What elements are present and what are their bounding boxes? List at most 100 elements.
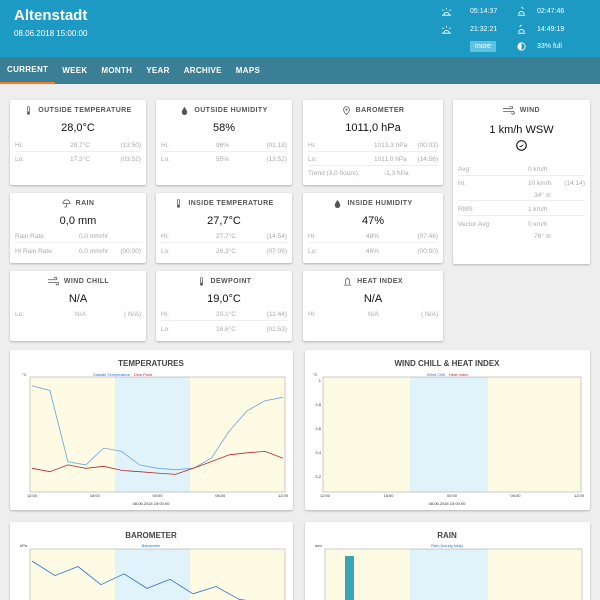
rain-plot: RAIN Rain (hourly total) mm — [315, 531, 583, 600]
nav-year[interactable]: YEAR — [146, 66, 170, 75]
chart-date: 08.06.2018 15:00:00 — [429, 501, 466, 506]
moonset-time: 14:49:19 — [537, 26, 565, 33]
card-inside-temperature: INSIDE TEMPERATURE 27,7°C Hi: 27,7°C (14:5… — [156, 193, 292, 263]
y-tick-label: 0,2 — [315, 474, 321, 479]
temperatures-plot: TEMPERATURES Outside Temperature Dew Poi… — [22, 359, 289, 506]
row-lo: Lo: 55% (13:52) — [161, 156, 287, 163]
card-value: 1011,0 hPa — [345, 122, 401, 134]
site-title: Altenstadt — [14, 7, 88, 24]
plot-frame — [29, 376, 286, 493]
chart-temperatures: TEMPERATURES Outside Temperature Dew Poi… — [10, 350, 293, 510]
more-button[interactable]: more — [470, 41, 496, 52]
card-dewpoint: DEWPOINT 19,0°C Hi: 20,1°C (11:44) Lo: 16,6… — [156, 271, 292, 341]
row-lo: Lo: 26,3°C (07:05) — [161, 248, 287, 255]
nav-month[interactable]: MONTH — [101, 66, 133, 75]
legend-wind-chill: Wind Chill — [427, 372, 445, 377]
thermometer-icon — [27, 106, 31, 115]
card-title: DEWPOINT — [210, 278, 252, 285]
chart-windchill-heatindex: WIND CHILL & HEAT INDEX Wind Chill Heat … — [305, 350, 590, 510]
moon-phase-row: 33% full — [515, 41, 562, 52]
row-hi-direction: 34° ⊘ — [458, 191, 585, 201]
x-tick-label: 06:00 — [215, 493, 226, 498]
card-inside-humidity: INSIDE HUMIDITY 47% Hi: 48% (07:46) Lo: 46%… — [303, 193, 443, 263]
plot-frame — [29, 548, 286, 600]
wind-chill-icon — [47, 277, 59, 286]
row-trend: Trend (3,0 hours): -1,3 hPa — [308, 170, 409, 177]
chart-rain: RAIN Rain (hourly total) mm — [305, 522, 590, 600]
row-lo: Lo: 1011,0 hPa (14:56) — [308, 156, 438, 166]
y-unit: °C — [313, 372, 318, 377]
card-value: 0,0 mm — [59, 215, 97, 227]
row-vector-direction: 76° ⊘ — [534, 233, 552, 240]
wind-icon — [502, 106, 515, 115]
row-rain-rate: Rain Rate: 0,0 mm/hr — [15, 233, 141, 243]
main-nav: CURRENT WEEK MONTH YEAR ARCHIVE MAPS — [0, 57, 600, 84]
card-value: 19,0°C — [207, 293, 241, 305]
y-tick-label: 0,6 — [315, 426, 321, 431]
site-datetime: 08.06.2018 15:00:00 — [14, 29, 88, 38]
card-value: 28,0°C — [61, 122, 95, 134]
card-title: INSIDE TEMPERATURE — [188, 200, 274, 207]
rain-bar — [345, 556, 354, 600]
y-unit: °C — [22, 372, 27, 377]
chart-barometer: BAROMETER Barometer hPa — [10, 522, 293, 600]
card-outside-temperature: OUTSIDE TEMPERATURE 28,0°C Hi: 29,7°C (13:… — [10, 100, 146, 185]
card-wind: WIND 1 km/h WSW Avg: 0 km/h Hi: 10 km/h (14… — [453, 100, 590, 264]
moon-phase-icon — [517, 42, 526, 51]
night-band — [410, 377, 488, 492]
x-tick-label: 18:00 — [383, 493, 394, 498]
card-value: N/A — [363, 293, 383, 305]
row-avg: Avg: 0 km/h — [458, 166, 585, 176]
sunset-icon — [441, 25, 452, 34]
row-hi: Hi: 20,1°C (11:44) — [161, 311, 287, 321]
legend-rain: Rain (hourly total) — [431, 543, 463, 548]
nav-week[interactable]: WEEK — [62, 66, 88, 75]
umbrella-icon — [62, 199, 71, 208]
card-value: 27,7°C — [207, 215, 241, 227]
nav-current[interactable]: CURRENT — [0, 57, 56, 84]
row-hi: Hi: 29,7°C (13:50) — [15, 142, 141, 152]
card-title: RAIN — [75, 200, 95, 207]
thermometer-icon — [199, 277, 203, 286]
barometer-icon — [342, 106, 350, 115]
legend-outside-temperature: Outside Temperature — [93, 372, 131, 377]
night-band — [410, 549, 488, 600]
heat-index-icon — [343, 277, 352, 286]
row-hi: Hi: 10 km/h (14:14) — [458, 180, 585, 187]
nav-archive[interactable]: ARCHIVE — [183, 66, 222, 75]
humidity-icon — [335, 199, 341, 208]
chart-title: TEMPERATURES — [118, 359, 184, 368]
card-heat-index: HEAT INDEX N/A Hi: N/A( N/A) — [303, 271, 443, 341]
x-tick-label: 12:00 — [574, 493, 585, 498]
legend-barometer: Barometer — [142, 543, 161, 548]
moonset-icon — [517, 24, 526, 34]
y-tick-label: 1 — [319, 378, 322, 383]
windchill-plot: WIND CHILL & HEAT INDEX Wind Chill Heat … — [313, 359, 585, 506]
sunset-time: 21:32:21 — [470, 26, 498, 33]
series-dew-point — [31, 450, 284, 475]
row-rms: RMS: 1 km/h — [458, 206, 585, 216]
row-hi-rain-rate: Hi Rain Rate: 0,0 mm/hr (00:00) — [15, 248, 141, 255]
row-hi: Hi: 1013,3 hPa (00:03) — [308, 142, 438, 152]
card-value: 58% — [212, 122, 236, 134]
chart-date: 08.06.2018 15:00:00 — [133, 501, 170, 506]
sunrise-icon — [441, 7, 452, 16]
series-barometer — [31, 560, 247, 600]
card-title: OUTSIDE HUMIDITY — [194, 107, 268, 114]
row-hi: Hi: 48% (07:46) — [308, 233, 438, 243]
card-title: WIND — [519, 107, 540, 114]
x-tick-label: 06:00 — [510, 493, 521, 498]
card-wind-chill: WIND CHILL N/A Lo: N/A( N/A) — [10, 271, 146, 341]
row-hi: Hi: 96% (01:18) — [161, 142, 287, 152]
x-tick-label: 00:00 — [152, 493, 163, 498]
card-title: BAROMETER — [355, 107, 405, 114]
y-axis-ticks: 1 0,8 0,6 0,4 0,2 — [315, 378, 321, 479]
nav-maps[interactable]: MAPS — [235, 66, 261, 75]
sunrise-time: 05:14:37 — [470, 8, 498, 15]
row-lo: Lo: 17,3°C (03:52) — [15, 156, 141, 163]
barometer-series — [31, 560, 247, 600]
plot-frame — [324, 548, 583, 600]
moon-phase-text: 33% full — [537, 43, 562, 50]
wind-direction-icon — [516, 140, 527, 151]
card-outside-humidity: OUTSIDE HUMIDITY 58% Hi: 96% (01:18) Lo: 55… — [156, 100, 292, 185]
